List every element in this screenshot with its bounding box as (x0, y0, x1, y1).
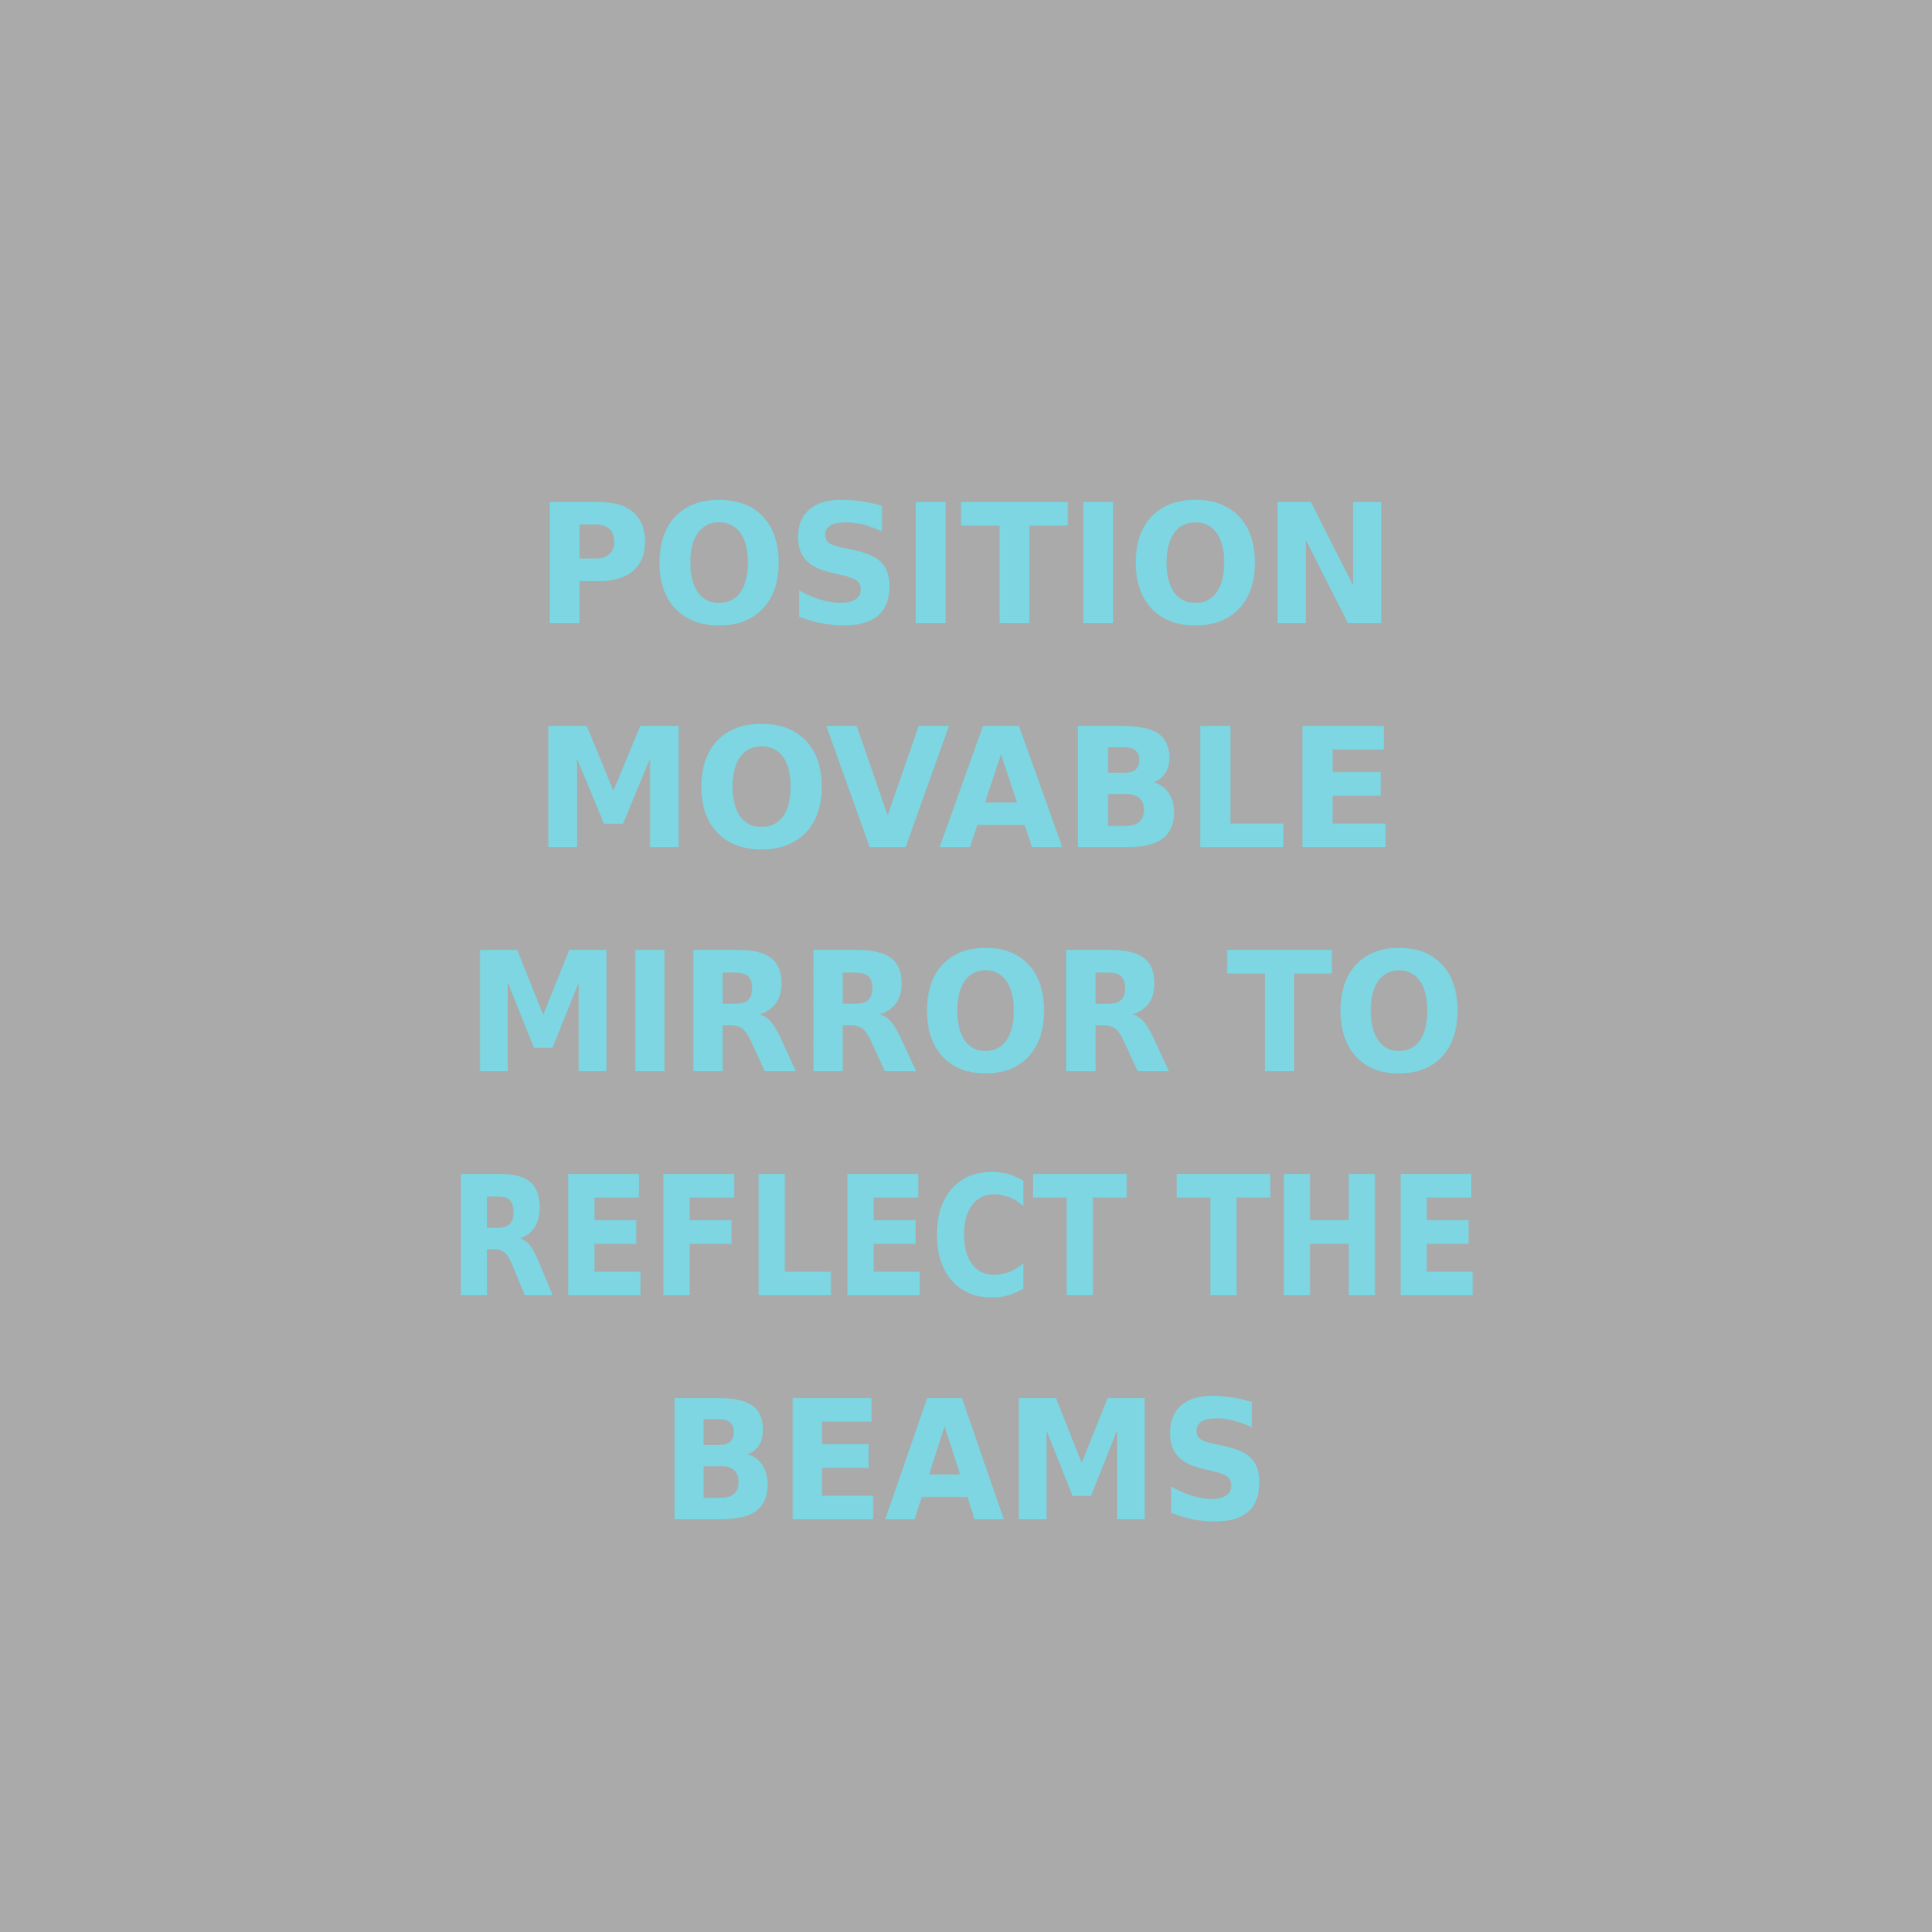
instruction-line-2: MOVABLE (534, 694, 1398, 887)
instruction-line-1: POSITION (535, 470, 1396, 663)
instruction-line-3: MIRROR TO (466, 918, 1465, 1111)
instruction-line-5: BEAMS (660, 1366, 1271, 1559)
instruction-line-4: REFLECT THE (448, 1142, 1483, 1335)
